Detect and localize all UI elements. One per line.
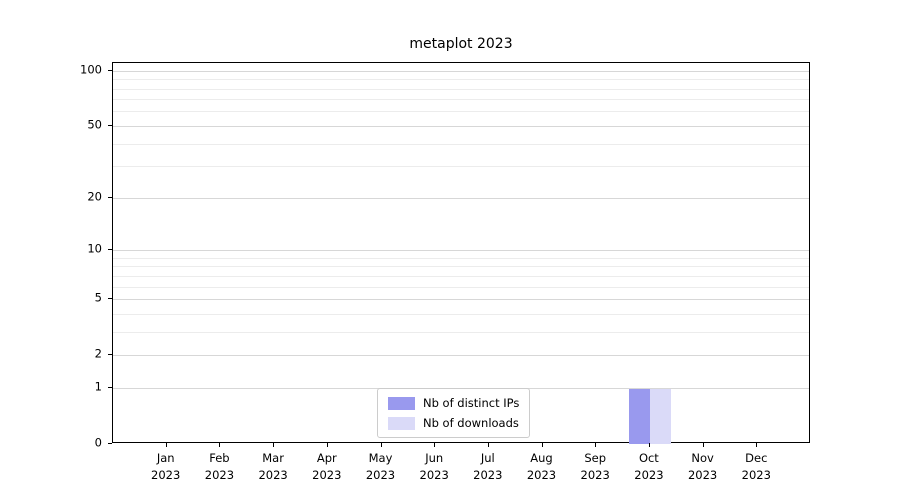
y-axis-tick-mark [108,298,112,299]
y-axis-tick-label: 100 [80,61,102,76]
legend-entry-distinct-ips: Nb of distinct IPs [388,396,519,410]
x-axis-tick-label: Apr 2023 [312,451,342,483]
y-axis-tick-mark [108,443,112,444]
legend-swatch-distinct-ips-icon [388,396,415,410]
legend: Nb of distinct IPs Nb of downloads [377,388,531,438]
chart-title: metaplot 2023 [409,36,513,52]
gridline-major [113,355,809,357]
x-axis-tick-label: Mar 2023 [258,451,288,483]
bar-downloads [649,387,671,444]
x-axis-tick-mark [541,443,543,447]
gridline-major [113,70,809,72]
x-axis-tick-mark [756,443,758,447]
x-axis-tick-label: Jun 2023 [419,451,449,483]
x-axis-tick-mark [434,443,436,447]
x-axis-tick-label: Jul 2023 [473,451,503,483]
gridline-major [113,299,809,300]
gridline-minor [113,143,809,145]
gridline-minor [113,275,809,277]
x-axis-tick-mark [380,443,382,447]
x-axis-tick-mark [219,443,221,447]
y-axis-tick-mark [108,354,112,356]
y-axis-tick-label: 10 [87,241,102,256]
gridline-minor [113,99,809,101]
gridline-major [113,125,809,127]
gridline-minor [113,286,809,288]
y-axis-tick-label: 5 [94,290,102,305]
y-axis-tick-label: 1 [94,379,102,394]
legend-entry-downloads: Nb of downloads [388,416,519,430]
y-axis-tick-mark [108,69,112,71]
y-axis-tick-mark [108,196,112,198]
gridline-minor [113,266,809,268]
gridline-minor [113,88,809,90]
bar-distinct-ips [628,387,650,444]
y-axis-tick-label: 0 [94,435,102,450]
gridline-minor [113,79,809,81]
gridline-major [113,197,809,199]
y-axis-tick-label: 2 [94,346,102,361]
legend-label-downloads: Nb of downloads [423,416,519,430]
gridline-minor [113,313,809,315]
x-axis-tick-mark [702,443,704,447]
x-axis-tick-label: Oct 2023 [634,451,664,483]
x-axis-tick-label: Feb 2023 [204,451,235,483]
x-axis-tick-mark [595,443,597,447]
x-axis-tick-label: Dec 2023 [741,451,771,483]
x-axis-tick-label: May 2023 [365,451,396,483]
x-axis-tick-mark [326,443,328,447]
y-axis-tick-mark [108,124,112,126]
gridline-minor [113,111,809,113]
x-axis-tick-label: Aug 2023 [526,451,557,483]
gridline-minor [113,257,809,259]
x-axis-tick-mark [648,443,650,447]
legend-label-distinct-ips: Nb of distinct IPs [423,396,520,410]
x-axis-tick-mark [273,443,275,447]
gridline-minor [113,331,809,333]
x-axis-tick-label: Jan 2023 [151,451,181,483]
x-axis-tick-mark [165,443,167,447]
legend-swatch-downloads-icon [388,416,415,430]
y-axis-tick-label: 50 [87,117,102,132]
y-axis-tick-mark [108,249,112,250]
gridline-minor [113,166,809,168]
x-axis-tick-label: Sep 2023 [580,451,610,483]
x-axis-tick-mark [487,443,489,447]
gridline-major [113,250,809,251]
plot-area: Nb of distinct IPs Nb of downloads [112,62,810,444]
x-axis-tick-label: Nov 2023 [687,451,718,483]
y-axis-tick-mark [108,386,112,388]
y-axis-tick-label: 20 [87,188,102,203]
